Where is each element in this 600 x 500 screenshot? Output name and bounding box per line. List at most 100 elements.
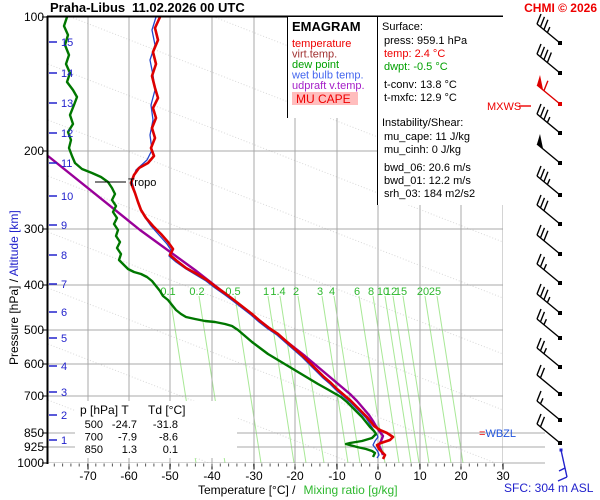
- dry-adiabat-line: [69, 17, 503, 187]
- mixing-ratio-line: [372, 295, 400, 463]
- barb-full-tick: [557, 476, 568, 482]
- temp-tick-label: -40: [203, 469, 221, 483]
- barb-full-tick: [536, 364, 542, 376]
- barb-staff: [536, 400, 561, 421]
- altitude-tick-label: 9: [61, 220, 67, 232]
- info-line: srh_03: 184 m2/s2: [384, 188, 475, 200]
- wind-barb: [536, 283, 562, 315]
- levels-table: p [hPa] T Td [°C] 500 -24.7 -31.8 700 -7.9 -8.6 8…: [75, 401, 237, 458]
- mixing-ratio-value: 10: [377, 286, 389, 298]
- altitude-tick-label: 5: [61, 333, 67, 345]
- pressure-axis-label: Pressure [hPa]: [7, 286, 21, 365]
- legend-item-virttemp: virt.temp.: [292, 49, 337, 61]
- barb-staff: [536, 263, 561, 284]
- mixing-ratio-line: [267, 295, 295, 463]
- barb-full-tick: [536, 165, 542, 177]
- info-line: t-mxfc: 12.9 °C: [384, 92, 457, 104]
- barb-full-tick: [543, 49, 549, 60]
- barb-half-tick: [543, 347, 548, 354]
- altitude-tick-label: 12: [61, 128, 73, 140]
- mixing-ratio-line: [402, 295, 430, 463]
- barb-half-tick: [546, 178, 551, 185]
- barb-pennant: [537, 75, 544, 91]
- barb-full-tick: [539, 256, 546, 268]
- levels-table-bg: [75, 401, 237, 458]
- barb-full-tick: [536, 413, 542, 425]
- barb-full-tick: [536, 224, 542, 236]
- barb-full-tick: [536, 337, 542, 349]
- dry-adiabat-line: [48, 343, 354, 463]
- mxws-label: MXWS: [487, 101, 521, 113]
- table-header-cell: p [hPa]: [80, 403, 118, 417]
- dew-point-curve: [62, 17, 378, 458]
- wind-barb: [536, 413, 562, 445]
- table-cell: -24.7: [112, 419, 137, 431]
- mixing-ratio-line: [436, 295, 464, 463]
- barb-full-tick: [539, 340, 546, 352]
- temp-tick-label: 0: [375, 469, 382, 483]
- barb-staff: [536, 175, 561, 196]
- barb-full-tick: [536, 13, 542, 25]
- wind-barb: [536, 364, 562, 396]
- info-line: bwd_06: 20.6 m/s: [384, 162, 471, 174]
- barb-half-tick: [543, 318, 548, 325]
- barb-full-tick: [536, 390, 542, 402]
- mixing-ratio-axis-label: Mixing ratio [g/kg]: [304, 483, 398, 497]
- altitude-tick-label: 10: [61, 191, 73, 203]
- wind-barb: [536, 43, 562, 75]
- barb-full-tick: [543, 230, 549, 241]
- mixing-ratio-value: 8: [368, 286, 374, 298]
- mixing-ratio-line: [424, 295, 452, 463]
- temp-tick-label: -20: [286, 469, 304, 483]
- altitude-tick-label: 13: [61, 98, 73, 110]
- pressure-tick-label: 100: [24, 10, 44, 24]
- barb-full-tick: [543, 171, 549, 182]
- barb-full-tick: [536, 103, 542, 115]
- table-cell: -7.9: [118, 432, 137, 444]
- dry-adiabat-line: [48, 231, 503, 411]
- dry-adiabat-line: [48, 63, 503, 243]
- dry-adiabat-line: [48, 175, 503, 355]
- pressure-tick-label: 500: [24, 323, 44, 337]
- altitude-tick-label: 15: [61, 37, 73, 49]
- wind-barb: [536, 224, 562, 256]
- wind-barb: [536, 165, 562, 197]
- wind-barb: [536, 308, 562, 340]
- barb-full-tick: [539, 367, 546, 379]
- wind-barb: [536, 253, 562, 285]
- mu-cape-label: MU CAPE: [296, 92, 351, 106]
- temp-tick-label: -70: [79, 469, 97, 483]
- surface-heading: Surface:: [382, 21, 423, 33]
- temp-tick-label: -30: [245, 469, 263, 483]
- mixing-ratio-line: [333, 295, 361, 463]
- barb-full-tick: [539, 311, 546, 323]
- pressure-tick-label: 300: [24, 222, 44, 236]
- mixing-ratio-value: 6: [354, 286, 360, 298]
- mixing-ratio-line: [392, 295, 420, 463]
- mixing-ratio-value: 20: [417, 286, 429, 298]
- barb-full-tick: [539, 286, 546, 298]
- barb-full-tick: [539, 46, 546, 58]
- barb-staff: [536, 53, 561, 74]
- legend-item-udpraftvtemp: udpraft v.temp.: [292, 80, 365, 92]
- altitude-tick-label: 11: [61, 158, 72, 170]
- mixing-ratio-value: 1.4: [270, 286, 285, 298]
- surface-wind-barb: [557, 448, 568, 482]
- mixing-ratio-value: 1: [263, 286, 269, 298]
- surface-elevation-label: SFC: 304 m ASL: [504, 481, 594, 495]
- legend-item-wetbulbtemp: wet bulb temp.: [291, 70, 364, 82]
- table-cell: -8.6: [159, 432, 178, 444]
- barb-full-tick: [546, 52, 552, 63]
- x-axis-caption: Temperature [°C] / Mixing ratio [g/kg]: [198, 483, 398, 497]
- barb-staff: [536, 347, 561, 368]
- barb-half-tick: [546, 26, 551, 33]
- pressure-tick-label: 850: [24, 426, 44, 440]
- datetime-title: 11.02.2026 00 UTC: [132, 0, 245, 15]
- barb-half-tick: [539, 398, 544, 405]
- info-panel-bg: [377, 17, 503, 205]
- mixing-ratio-line: [234, 295, 262, 463]
- info-line: t-conv: 13.8 °C: [384, 79, 457, 91]
- temp-tick-label: 10: [413, 469, 427, 483]
